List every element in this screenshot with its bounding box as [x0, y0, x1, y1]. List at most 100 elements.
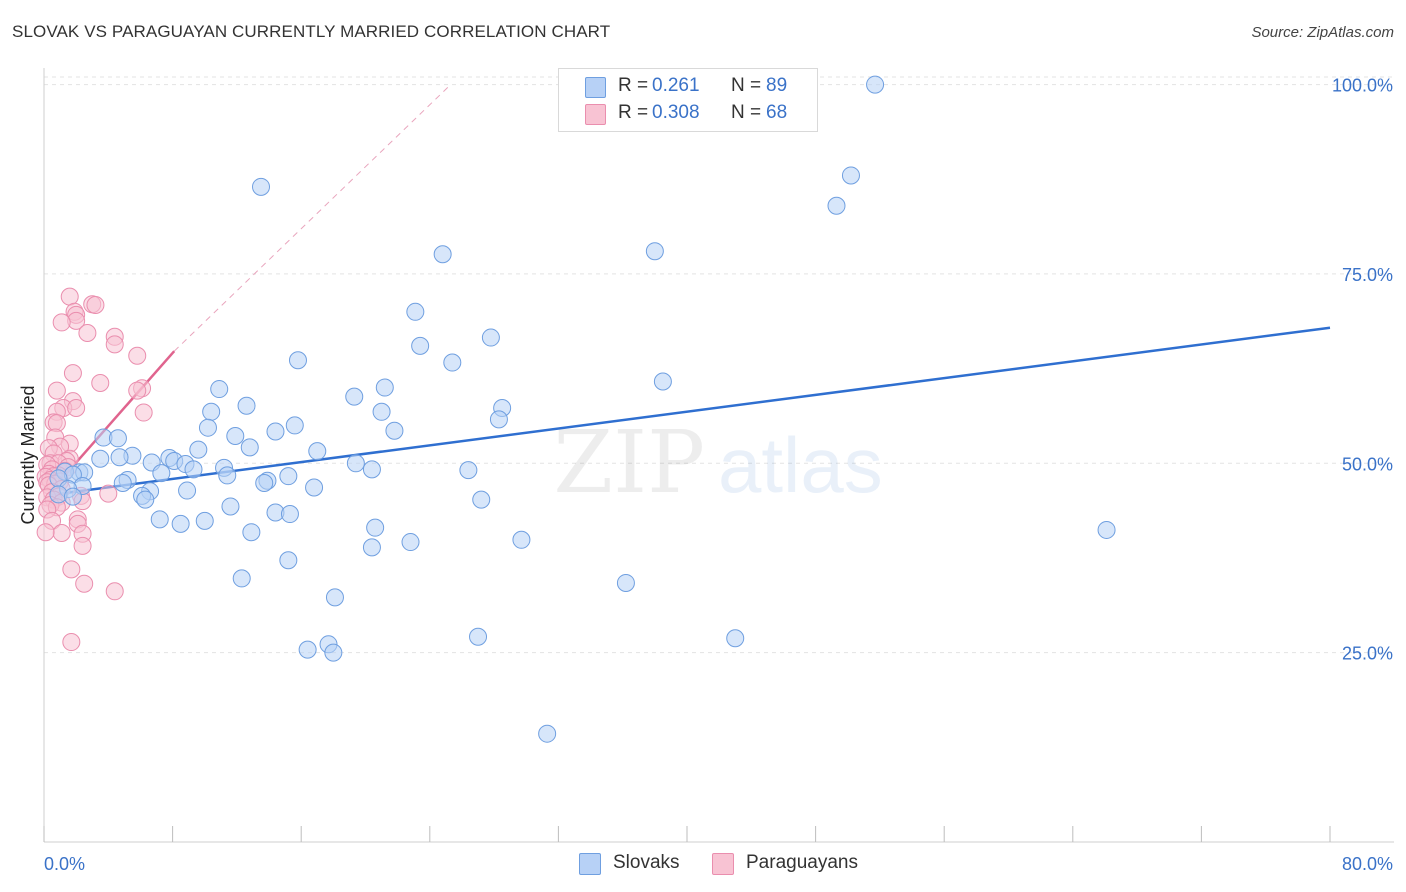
slovaks-point — [406, 302, 425, 321]
paraguayans-point — [134, 403, 153, 422]
slovaks-point — [63, 487, 82, 506]
slovaks-point — [305, 478, 324, 497]
paraguayans-point — [47, 381, 66, 400]
paraguayans-points — [36, 287, 153, 652]
slovaks-point — [372, 402, 391, 421]
slovaks-trend-line — [48, 326, 1331, 497]
slovaks-point — [616, 573, 635, 592]
slovaks-trend — [48, 326, 1331, 497]
slovaks-point — [280, 505, 299, 524]
paraguayans-trend-extension — [173, 84, 452, 352]
watermark-zip: ZIP — [553, 413, 705, 513]
y-tick-label: 25.0% — [1342, 644, 1393, 664]
slovaks-point — [866, 75, 885, 94]
paraguayans-point — [60, 287, 79, 306]
slovaks-point — [152, 464, 171, 483]
gridlines — [44, 76, 1394, 654]
slovaks-point — [645, 242, 664, 261]
paraguayans-swatch — [585, 104, 606, 125]
slovaks-point — [324, 643, 343, 662]
paraguayans-point — [105, 335, 124, 354]
slovaks-point — [226, 427, 245, 446]
paraguayans-point — [128, 346, 147, 365]
slovaks-point — [237, 396, 256, 415]
tick-labels: 25.0% 50.0% 75.0% 100.0% 0.0% 80.0% — [44, 76, 1393, 874]
paraguayans-point — [52, 523, 71, 542]
slovaks-point — [841, 166, 860, 185]
slovaks-point — [210, 380, 229, 399]
legend-n-value: 89 — [766, 75, 788, 96]
slovaks-point — [198, 418, 217, 437]
slovaks-point — [827, 196, 846, 215]
y-axis-label: Currently Married — [18, 385, 38, 524]
slovaks-point — [345, 387, 364, 406]
slovaks-swatch — [585, 77, 606, 98]
slovaks-point — [489, 410, 508, 429]
slovaks-point — [538, 724, 557, 743]
slovaks-point — [171, 514, 190, 533]
slovaks-point — [108, 429, 127, 448]
paraguayans-point — [75, 574, 94, 593]
slovaks-point — [726, 629, 745, 648]
slovaks-point — [459, 461, 478, 480]
slovaks-points — [49, 75, 1116, 743]
legend-n-value: 68 — [766, 102, 788, 123]
paraguayans-point — [62, 560, 81, 579]
slovaks-point — [298, 640, 317, 659]
slovaks-point — [91, 449, 110, 468]
legend-n-label: N = — [731, 75, 762, 96]
slovaks-point — [240, 438, 259, 457]
slovaks-point — [232, 569, 251, 588]
paraguayans-point — [67, 398, 86, 417]
slovaks-point — [221, 497, 240, 516]
slovaks-point — [308, 442, 327, 461]
slovaks-point — [362, 538, 381, 557]
paraguayans-point — [99, 484, 118, 503]
paraguayans-point — [91, 374, 110, 392]
legend-r-label: R = — [618, 75, 649, 96]
slovaks-point — [218, 466, 237, 485]
slovaks-point — [653, 372, 672, 391]
legend-n-label: N = — [731, 102, 762, 123]
slovaks-point — [288, 351, 307, 370]
y-tick-label: 50.0% — [1342, 454, 1393, 474]
slovaks-point — [411, 336, 430, 355]
slovaks-point — [252, 177, 271, 196]
slovaks-point — [150, 510, 169, 529]
slovaks-point — [202, 402, 221, 421]
watermark-atlas: atlas — [718, 421, 883, 509]
slovaks-point — [110, 448, 129, 467]
paraguayans-point — [128, 381, 147, 400]
legend-r-value: 0.308 — [652, 102, 700, 123]
slovaks-point — [325, 588, 344, 607]
paraguayans-point — [73, 536, 92, 555]
slovaks-point — [184, 460, 203, 479]
slovaks-point — [481, 328, 500, 347]
slovaks-legend-label: Slovaks — [613, 852, 680, 873]
slovaks-point — [385, 421, 404, 440]
legend-r-value: 0.261 — [652, 75, 700, 96]
slovaks-point — [362, 460, 381, 479]
slovaks-point — [113, 473, 132, 492]
paraguayans-point — [78, 324, 97, 343]
paraguayans-point — [86, 295, 105, 314]
paraguayans-point — [52, 313, 71, 332]
paraguayans-point — [62, 633, 81, 652]
slovaks-point — [255, 473, 274, 492]
slovaks-point — [401, 533, 420, 552]
slovaks-point — [366, 518, 385, 537]
slovaks-point — [512, 530, 531, 549]
slovaks-point — [279, 467, 298, 486]
slovaks-point — [433, 245, 452, 264]
paraguayans-point — [63, 364, 82, 383]
paraguayans-point — [36, 523, 55, 542]
paraguayans-legend-label: Paraguayans — [746, 852, 858, 873]
slovaks-point — [469, 627, 488, 646]
slovaks-point — [189, 440, 208, 459]
slovaks-point — [346, 454, 365, 473]
slovaks-point — [375, 378, 394, 397]
slovaks-legend-swatch — [579, 853, 601, 875]
legend-r-label: R = — [618, 102, 649, 123]
slovaks-point — [136, 490, 155, 509]
